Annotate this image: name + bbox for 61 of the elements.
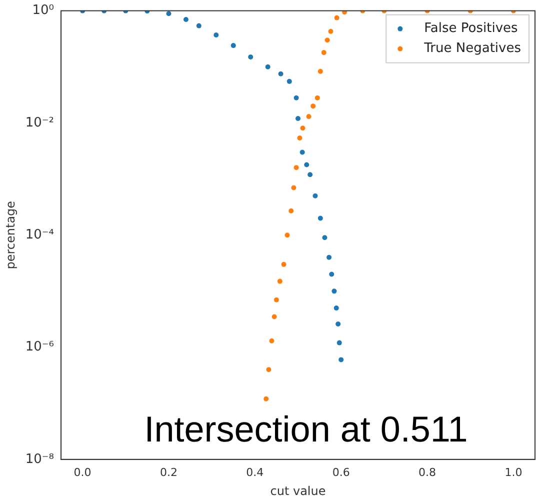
point — [278, 71, 284, 76]
point — [284, 232, 290, 238]
point — [272, 314, 277, 320]
point — [230, 43, 236, 48]
y-tick-label: 10⁻² — [25, 115, 54, 130]
point — [336, 340, 342, 346]
y-tick-label: 10⁻⁸ — [25, 452, 54, 467]
point — [294, 165, 299, 170]
x-tick-label: 0.2 — [160, 466, 178, 479]
point — [321, 50, 326, 56]
point — [304, 162, 310, 168]
point — [328, 28, 334, 34]
point — [312, 193, 318, 198]
point — [265, 64, 270, 70]
point — [308, 172, 313, 178]
point — [322, 235, 328, 240]
y-tick-label: 10⁻⁶ — [25, 340, 54, 355]
y-axis-title: percentage — [3, 200, 18, 270]
point — [286, 78, 292, 84]
point — [288, 208, 294, 214]
point — [294, 95, 299, 100]
point — [338, 357, 344, 362]
point — [269, 338, 274, 344]
x-tick-label: 0.4 — [246, 466, 264, 479]
legend-label: True Negatives — [423, 41, 522, 56]
point — [166, 11, 172, 16]
point — [310, 104, 316, 109]
point — [248, 54, 254, 60]
point — [326, 254, 332, 260]
x-tick-label: 1.0 — [504, 466, 522, 479]
point — [281, 262, 286, 267]
point — [336, 321, 341, 326]
point — [318, 216, 323, 221]
point — [318, 68, 323, 74]
x-axis-title: cut value — [270, 484, 326, 498]
x-tick-label: 0.6 — [332, 466, 350, 479]
point — [274, 297, 279, 302]
point — [183, 16, 188, 22]
point — [297, 135, 302, 140]
x-tick-label: 0.0 — [74, 466, 92, 479]
y-tick-label: 10⁻⁴ — [25, 227, 54, 242]
point — [324, 38, 330, 43]
point — [314, 95, 320, 100]
point — [334, 15, 340, 20]
point — [306, 114, 312, 120]
point — [266, 367, 272, 372]
point — [296, 116, 301, 122]
point — [300, 126, 306, 131]
legend-label: False Positives — [424, 21, 518, 36]
point — [264, 396, 269, 402]
point — [196, 23, 202, 28]
annotation: Intersection at 0.511 — [144, 408, 468, 450]
point — [291, 185, 296, 190]
point — [214, 32, 219, 38]
point — [332, 288, 337, 294]
y-tick-label: 10⁰ — [32, 3, 54, 18]
point — [334, 306, 339, 311]
point — [329, 272, 334, 277]
point — [300, 150, 305, 155]
point — [277, 278, 282, 284]
x-tick-label: 0.8 — [418, 466, 436, 479]
